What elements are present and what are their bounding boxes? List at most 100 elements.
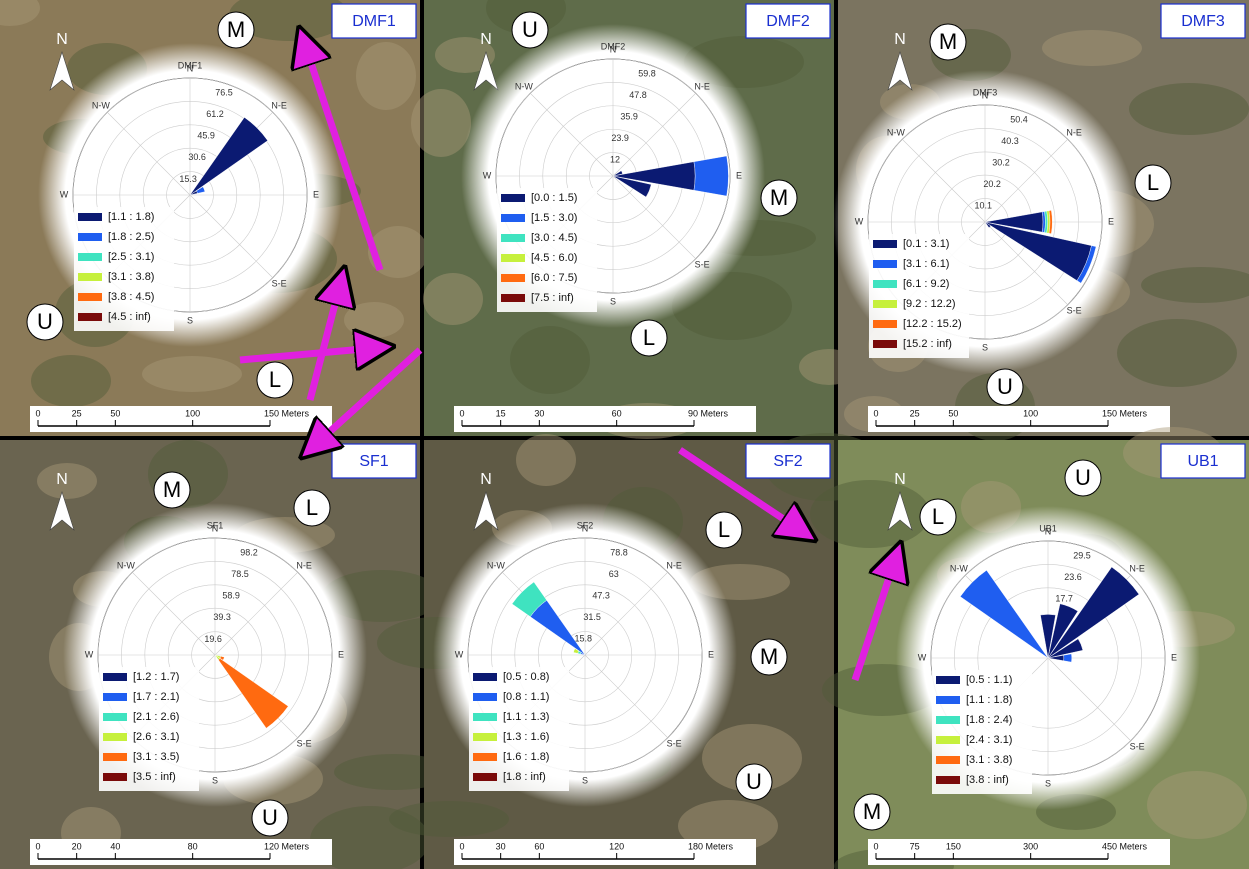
legend-swatch: [473, 693, 497, 701]
petal-segment: [612, 175, 652, 198]
direction-label: S: [582, 775, 588, 785]
panel-label: DMF1: [352, 13, 396, 30]
legend-label: [1.5 : 3.0): [531, 212, 577, 224]
ring: [119, 124, 261, 266]
vegetation: [510, 326, 590, 394]
spoke: [132, 572, 216, 656]
direction-label: S-E: [272, 278, 287, 288]
vegetation: [1129, 83, 1249, 135]
ring-label: 12: [610, 155, 620, 165]
flow-arrow: [305, 45, 384, 272]
rose-title: DMF1: [178, 60, 203, 70]
petal-segment: [1048, 210, 1053, 234]
legend-swatch: [873, 340, 897, 348]
legend-swatch: [473, 773, 497, 781]
legend-label: [4.5 : inf): [108, 311, 151, 323]
scale-label: 450 Meters: [1102, 841, 1148, 851]
legend-label: [1.1 : 1.8): [966, 694, 1012, 706]
legend-label: [0.0 : 1.5): [531, 192, 577, 204]
spoke: [612, 175, 696, 259]
legend-label: [0.8 : 1.1): [503, 691, 549, 703]
direction-label: E: [708, 649, 714, 659]
panel-label: DMF3: [1181, 13, 1225, 30]
rose-title: SF1: [207, 520, 224, 530]
petal-segment: [1076, 245, 1097, 284]
legend-label: [1.3 : 1.6): [503, 731, 549, 743]
vegetation: [435, 37, 495, 73]
direction-label: S-E: [1130, 741, 1145, 751]
petal-segment: [612, 170, 623, 177]
letter-circle: [919, 498, 957, 536]
letter-circle: [1064, 459, 1102, 497]
vegetation: [389, 801, 509, 837]
direction-label: N: [982, 90, 989, 100]
zone-letter: U: [262, 805, 278, 830]
legend-swatch: [873, 300, 897, 308]
flow-arrow: [678, 447, 800, 530]
vegetation: [0, 0, 40, 26]
letter-circle: [217, 11, 255, 49]
legend-label: [3.5 : inf): [133, 771, 176, 783]
legend-swatch: [78, 253, 102, 261]
scale-label: 0: [459, 841, 464, 851]
letter-circle: [26, 303, 64, 341]
legend-swatch: [501, 234, 525, 242]
direction-label: S: [610, 296, 616, 306]
legend-label: [6.1 : 9.2): [903, 278, 949, 290]
spoke: [612, 93, 696, 177]
panel: NDMF3DMF310.120.230.240.350.4NN-EES-ESWN…: [833, 0, 1249, 441]
legend-box: [74, 207, 174, 331]
letter-circle: [630, 319, 668, 357]
legend-label: [1.8 : 2.5): [108, 231, 154, 243]
north-arrow: [49, 51, 75, 91]
direction-label: E: [313, 189, 319, 199]
vegetation: [423, 273, 483, 325]
direction-label: S-E: [695, 259, 710, 269]
ring-label: 47.3: [592, 590, 610, 600]
letter-circle: [929, 23, 967, 61]
ring-label: 39.3: [213, 612, 231, 622]
legend-swatch: [103, 713, 127, 721]
legend-label: [0.5 : 1.1): [966, 674, 1012, 686]
ring-label: 76.5: [215, 87, 233, 97]
zone-letter: M: [163, 477, 181, 502]
legend-swatch: [936, 736, 960, 744]
vegetation: [344, 302, 404, 338]
legend-swatch: [78, 233, 102, 241]
scale-label: 180 Meters: [688, 841, 734, 851]
ring: [867, 104, 1103, 340]
scale-label: 150 Meters: [264, 408, 310, 418]
rose-title: UB1: [1039, 523, 1057, 533]
scale-label: 150 Meters: [1102, 408, 1148, 418]
ring-label: 30.2: [992, 158, 1010, 168]
legend-swatch: [873, 240, 897, 248]
scale-label: 120: [609, 841, 624, 851]
petal-segment: [218, 658, 289, 729]
ring: [97, 537, 333, 773]
direction-label: N-E: [271, 100, 287, 110]
legend-label: [3.1 : 3.8): [966, 754, 1012, 766]
direction-label: N-W: [887, 127, 905, 137]
petal-segment: [189, 117, 268, 196]
legend-swatch: [501, 254, 525, 262]
ring: [167, 607, 263, 703]
ring: [467, 537, 703, 773]
scale-label: 0: [35, 841, 40, 851]
letter-circle: [705, 511, 743, 549]
ring: [191, 631, 239, 679]
petal-segment: [960, 570, 1049, 659]
ring-label: 58.9: [222, 591, 240, 601]
letter-circle: [760, 179, 798, 217]
spoke: [902, 139, 986, 223]
petal-segment: [1040, 614, 1056, 659]
legend-label: [3.1 : 3.8): [108, 271, 154, 283]
vegetation: [37, 463, 97, 499]
north-label: N: [480, 471, 492, 488]
zone-letter: U: [746, 769, 762, 794]
legend-swatch: [936, 776, 960, 784]
label-box: [331, 3, 417, 39]
spoke: [584, 572, 668, 656]
legend-swatch: [103, 733, 127, 741]
direction-label: W: [483, 170, 492, 180]
vegetation: [810, 480, 930, 548]
